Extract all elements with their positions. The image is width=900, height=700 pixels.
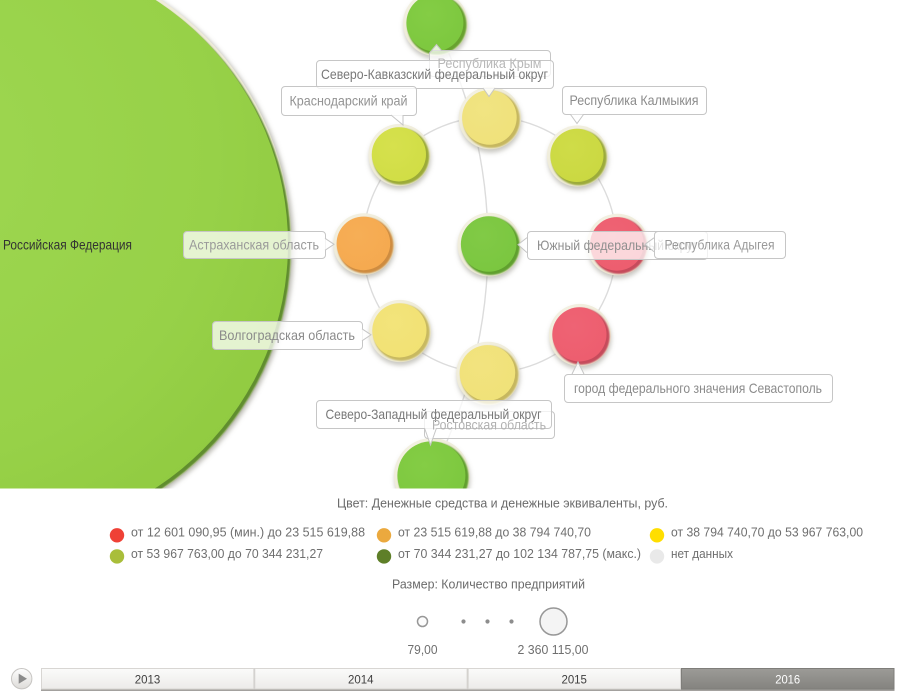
svg-text:Краснодарский край: Краснодарский край [290,93,408,108]
svg-text:Северо-Кавказский федеральный: Северо-Кавказский федеральный округ [321,67,548,82]
svg-text:Республика Адыгея: Республика Адыгея [665,237,775,252]
svg-text:от 23 515 619,88 до 38 794 740: от 23 515 619,88 до 38 794 740,70 [398,526,591,540]
svg-text:от 53 967 763,00 до 70 344 231: от 53 967 763,00 до 70 344 231,27 [131,547,323,561]
svg-text:Ростовская область: Ростовская область [432,417,546,432]
svg-text:от 38 794 740,70 до 53 967 763: от 38 794 740,70 до 53 967 763,00 [671,526,863,540]
svg-text:Волгоградская область: Волгоградская область [219,328,355,343]
svg-text:79,00: 79,00 [408,642,438,657]
svg-text:от 70 344 231,27 до 102 134 78: от 70 344 231,27 до 102 134 787,75 (макс… [398,547,641,561]
svg-text:Размер: Количество предприятий: Размер: Количество предприятий [392,577,585,592]
svg-text:2016: 2016 [775,673,800,687]
svg-text:2 360 115,00: 2 360 115,00 [518,642,589,657]
svg-text:Цвет: Денежные средства и дене: Цвет: Денежные средства и денежные эквив… [337,496,668,511]
svg-text:Российская Федерация: Российская Федерация [3,236,132,252]
svg-text:Республика Крым: Республика Крым [438,56,542,71]
svg-text:2013: 2013 [135,673,161,687]
svg-text:нет данных: нет данных [671,547,734,561]
svg-text:Северо-Западный федеральный ок: Северо-Западный федеральный округ [326,407,542,422]
svg-text:2014: 2014 [348,673,374,687]
svg-text:от 12 601 090,95 (мин.) до 23: от 12 601 090,95 (мин.) до 23 515 619,88 [131,526,365,540]
svg-text:2015: 2015 [561,673,587,687]
svg-text:город федерального значения Се: город федерального значения Севастополь [574,381,822,396]
svg-text:Астраханская область: Астраханская область [189,237,319,252]
svg-text:Республика Калмыкия: Республика Калмыкия [570,93,699,108]
